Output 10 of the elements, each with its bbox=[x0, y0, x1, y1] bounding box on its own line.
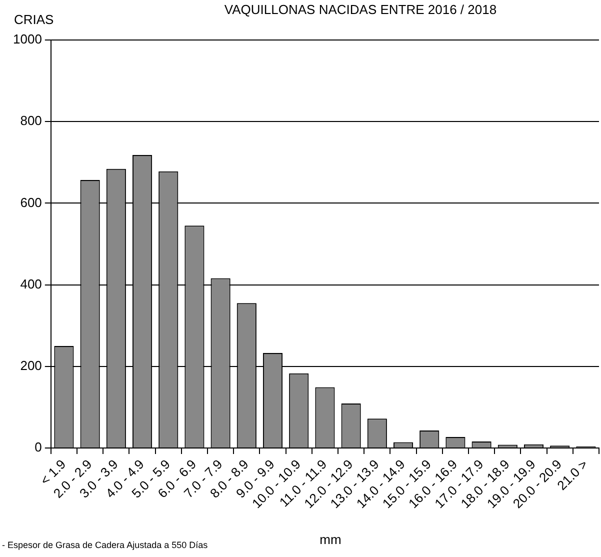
y-tick-label: 400 bbox=[20, 276, 42, 292]
chart-title: VAQUILLONAS NACIDAS ENTRE 2016 / 2018 bbox=[224, 2, 497, 17]
y-tick-label: 200 bbox=[20, 358, 42, 373]
y-tick-label: 800 bbox=[20, 113, 42, 128]
x-axis-title: mm bbox=[320, 532, 342, 547]
y-axis-title: CRIAS bbox=[14, 12, 54, 27]
y-tick-label: 1000 bbox=[13, 32, 42, 47]
text: - Espesor de Grasa de Cadera Ajustada a 550 Días bbox=[2, 540, 208, 550]
y-tick-label: 0 bbox=[34, 440, 42, 455]
y-tick-label: 600 bbox=[20, 194, 42, 210]
